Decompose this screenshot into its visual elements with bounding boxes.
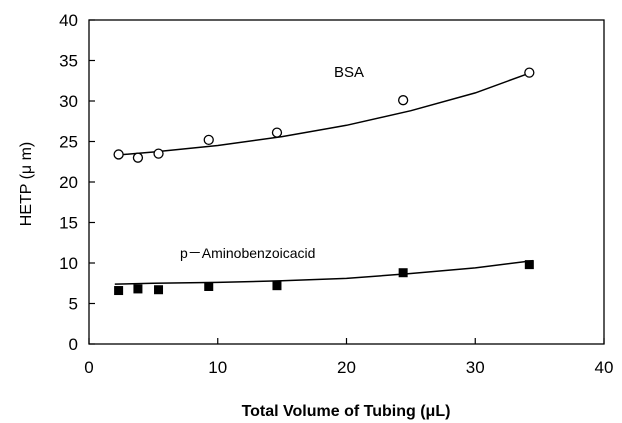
data-point-bsa [203, 134, 214, 146]
data-point-bsa [153, 148, 164, 159]
data-point-bsa [113, 149, 124, 160]
data-point-paba [204, 281, 214, 291]
x-tick-label: 10 [208, 358, 227, 377]
data-point-paba [524, 260, 534, 270]
data-point-bsa [271, 127, 283, 138]
trend-line-series-1 [114, 259, 534, 285]
y-tick-label: 10 [59, 254, 78, 273]
x-tick-label: 20 [337, 358, 356, 377]
y-tick-label: 0 [69, 335, 78, 354]
data-point-paba [154, 285, 164, 295]
trend-lines [114, 71, 534, 285]
trend-line-series-0 [114, 71, 534, 157]
data-point-paba [114, 286, 124, 296]
data-markers [113, 67, 535, 296]
y-tick-label: 30 [59, 92, 78, 111]
y-tick-label: 15 [59, 214, 78, 233]
series-label-bsa: BSA [334, 64, 364, 81]
y-tick-label: 25 [59, 133, 78, 152]
x-axis-ticks: 0 10 20 30 40 [84, 338, 613, 377]
y-tick-label: 40 [59, 11, 78, 30]
x-tick-label: 0 [84, 358, 93, 377]
y-axis-ticks: 0 5 10 15 20 25 30 35 40 [59, 11, 95, 354]
series-label-paba: p－Aminobenzoicacid [180, 245, 315, 261]
x-tick-label: 40 [595, 358, 614, 377]
data-point-bsa [524, 67, 535, 78]
data-point-paba [398, 268, 408, 278]
x-tick-label: 30 [466, 358, 485, 377]
data-point-bsa [132, 152, 144, 163]
y-axis-title: HETP (μ m) [18, 142, 35, 226]
data-point-bsa [397, 95, 409, 106]
x-axis-title: Total Volume of Tubing (μL) [242, 403, 451, 420]
data-point-paba [133, 284, 143, 294]
data-point-paba [272, 281, 282, 291]
y-tick-label: 20 [59, 173, 78, 192]
y-tick-label: 35 [59, 52, 78, 71]
y-tick-label: 5 [69, 295, 78, 314]
